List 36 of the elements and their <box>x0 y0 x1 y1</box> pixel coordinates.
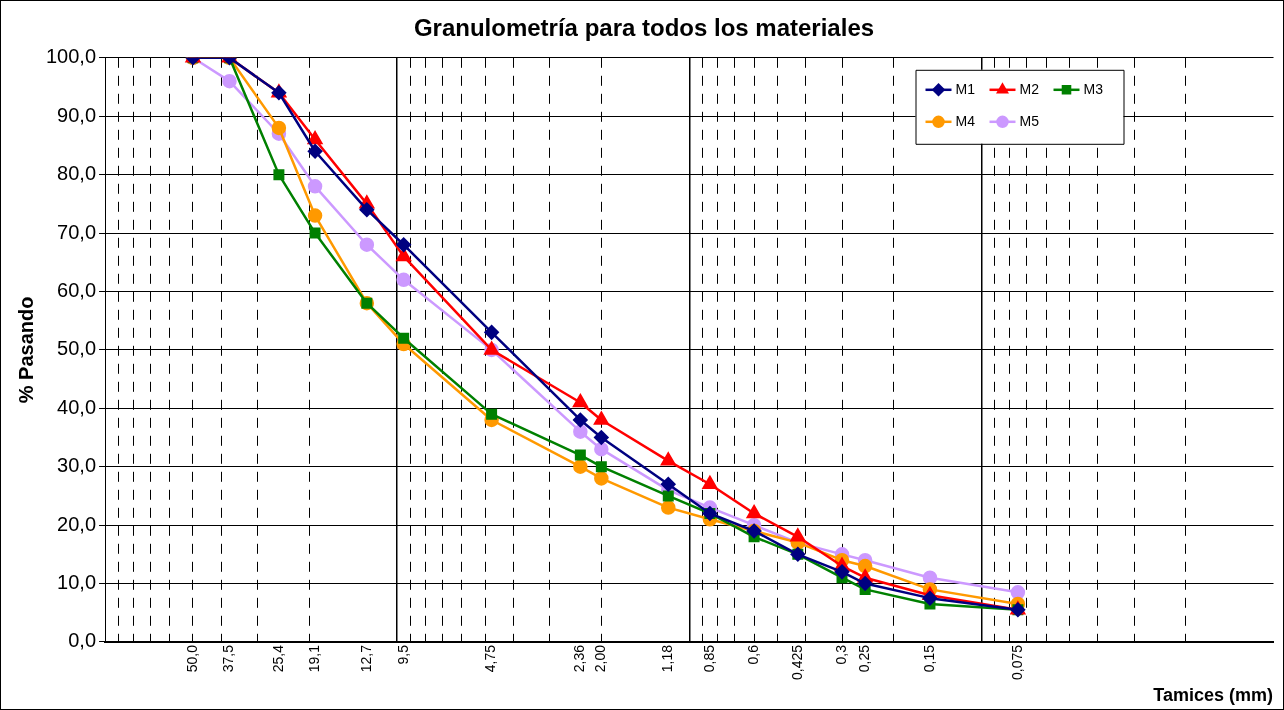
y-tick-label: 30,0 <box>57 454 97 477</box>
x-tick-label: 0,425 <box>788 644 805 681</box>
x-tick-label: 37,5 <box>220 644 237 673</box>
x-tick-label: 12,7 <box>357 644 374 673</box>
legend-label: M1 <box>955 80 976 97</box>
x-tick-label: 0,85 <box>700 644 717 673</box>
x-tick-label: 0,15 <box>920 644 937 673</box>
x-tick-label: 0,25 <box>856 644 872 673</box>
chart-title: Granulometría para todos los materiales <box>413 14 875 42</box>
x-tick-label: 9,5 <box>394 644 411 665</box>
y-tick-label: 70,0 <box>57 220 97 243</box>
x-tick-label: 25,4 <box>269 644 286 673</box>
y-tick-label: 60,0 <box>57 278 97 301</box>
x-tick-label: 0,075 <box>1008 644 1025 681</box>
x-tick-label: 2,36 <box>571 644 588 673</box>
y-tick-label: 40,0 <box>57 395 97 418</box>
x-tick-label: 19,1 <box>305 644 322 673</box>
legend-label: M3 <box>1083 80 1104 97</box>
x-tick-label: 2,00 <box>592 644 609 673</box>
x-tick-label: 1,18 <box>659 644 676 673</box>
x-tick-label: 50,0 <box>183 644 200 673</box>
y-tick-label: 10,0 <box>57 571 97 594</box>
x-tick-label: 4,75 <box>482 644 499 673</box>
x-tick-label: 0,6 <box>744 644 761 665</box>
y-tick-label: 0,0 <box>68 629 97 652</box>
y-axis-title: % Pasando <box>14 296 37 404</box>
y-tick-label: 20,0 <box>57 512 97 535</box>
y-tick-label: 90,0 <box>57 103 97 126</box>
legend-label: M5 <box>1019 112 1040 129</box>
legend-label: M4 <box>955 112 976 129</box>
y-tick-label: 100,0 <box>45 45 97 68</box>
x-axis-title: Tamices (mm) <box>1153 684 1273 705</box>
legend-label: M2 <box>1019 80 1040 97</box>
y-tick-label: 80,0 <box>57 162 97 185</box>
y-tick-label: 50,0 <box>57 337 97 360</box>
x-tick-label: 0,3 <box>832 644 849 665</box>
